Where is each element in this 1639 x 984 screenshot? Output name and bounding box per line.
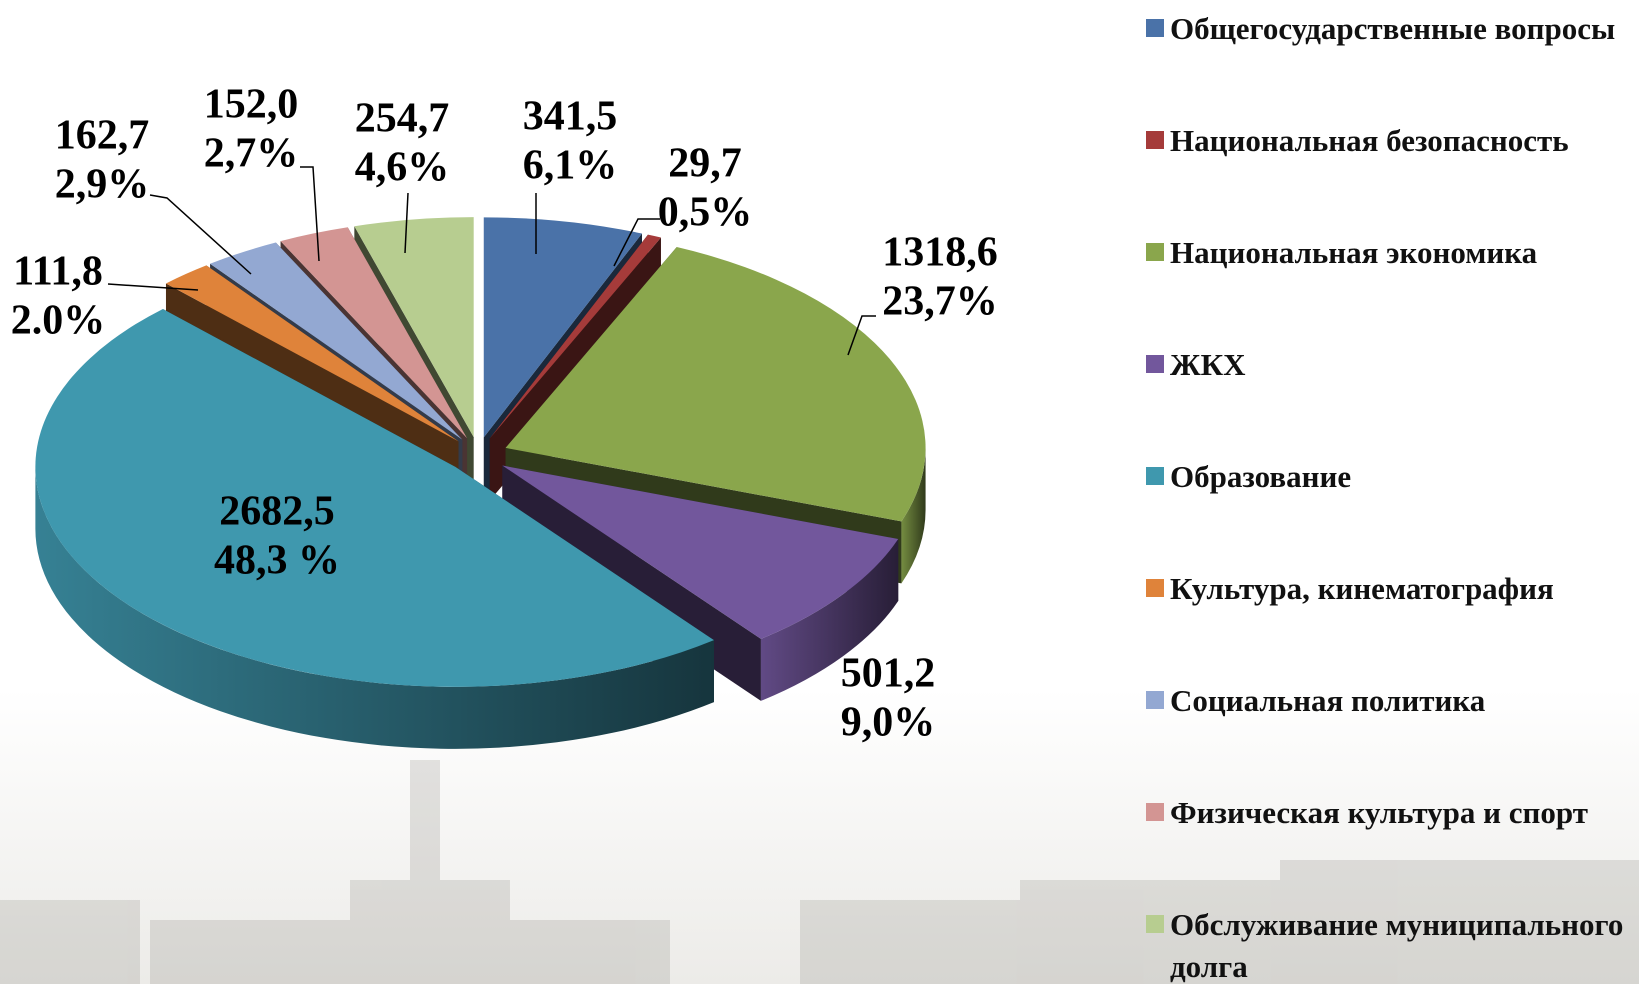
slice xyxy=(210,242,463,440)
slice-tops xyxy=(35,217,926,687)
slice-wall xyxy=(901,447,926,584)
value-label: 341,5 xyxy=(523,94,618,140)
value-label: 1318,6 xyxy=(882,230,998,276)
legend-label: Культура, кинематография xyxy=(1170,571,1554,606)
slice-wall xyxy=(35,466,714,749)
legend-item: Образование xyxy=(1146,456,1636,568)
legend: Общегосударственные вопросы Национальная … xyxy=(1146,8,1636,984)
legend-swatch xyxy=(1146,579,1164,597)
value-label: 29,7 xyxy=(668,141,742,187)
value-label: 162,7 xyxy=(55,113,150,159)
percent-label: 2,7% xyxy=(204,131,299,177)
legend-swatch xyxy=(1146,19,1164,37)
leader-line xyxy=(613,218,660,267)
percent-label: 23,7% xyxy=(882,279,998,325)
leader-line xyxy=(847,315,876,356)
percent-label: 2.0% xyxy=(11,298,106,344)
legend-item: ЖКХ xyxy=(1146,344,1636,456)
legend-swatch xyxy=(1146,803,1164,821)
slice xyxy=(502,465,899,639)
legend-swatch xyxy=(1146,131,1164,149)
value-label: 111,8 xyxy=(13,249,103,295)
legend-label: ЖКХ xyxy=(1170,347,1246,382)
slice xyxy=(505,247,926,522)
slice-wall xyxy=(760,539,899,701)
percent-label: 6,1% xyxy=(523,143,618,189)
slice xyxy=(165,265,459,442)
slice xyxy=(35,308,714,687)
legend-swatch xyxy=(1146,355,1164,373)
legend-label: Обслуживание муниципального долга xyxy=(1170,907,1624,984)
value-label: 501,2 xyxy=(841,651,936,697)
percent-label: 4,6% xyxy=(355,145,450,191)
legend-label: Национальная безопасность xyxy=(1170,123,1569,158)
percent-label: 0,5% xyxy=(658,190,753,236)
leader-line xyxy=(300,166,320,262)
legend-swatch xyxy=(1146,243,1164,261)
slice xyxy=(483,217,642,438)
legend-item: Национальная экономика xyxy=(1146,232,1636,344)
legend-item: Национальная безопасность xyxy=(1146,120,1636,232)
percent-label: 9,0% xyxy=(841,700,936,746)
legend-item: Обслуживание муниципального долга xyxy=(1146,904,1636,984)
legend-swatch xyxy=(1146,691,1164,709)
value-label: 254,7 xyxy=(355,96,450,142)
legend-swatch xyxy=(1146,467,1164,485)
legend-item: Физическая культура и спорт xyxy=(1146,792,1636,904)
slice xyxy=(489,234,661,439)
slice xyxy=(354,217,474,438)
percent-label: 48,3 % xyxy=(214,538,340,584)
background-city xyxy=(0,760,1639,984)
legend-label: Общегосударственные вопросы xyxy=(1170,11,1616,46)
leader-line xyxy=(149,194,252,275)
slice xyxy=(280,227,468,439)
legend-swatch xyxy=(1146,915,1164,933)
value-label: 2682,5 xyxy=(219,489,335,535)
legend-label: Национальная экономика xyxy=(1170,235,1538,270)
percent-label: 2,9% xyxy=(55,162,150,208)
legend-label: Физическая культура и спорт xyxy=(1170,795,1588,830)
legend-item: Социальная политика xyxy=(1146,680,1636,792)
legend-label: Образование xyxy=(1170,459,1352,494)
value-label: 152,0 xyxy=(204,82,299,128)
legend-item: Общегосударственные вопросы xyxy=(1146,8,1636,120)
legend-item: Культура, кинематография xyxy=(1146,568,1636,680)
legend-label: Социальная политика xyxy=(1170,683,1486,718)
leader-line xyxy=(107,283,199,291)
leader-line xyxy=(404,192,409,254)
